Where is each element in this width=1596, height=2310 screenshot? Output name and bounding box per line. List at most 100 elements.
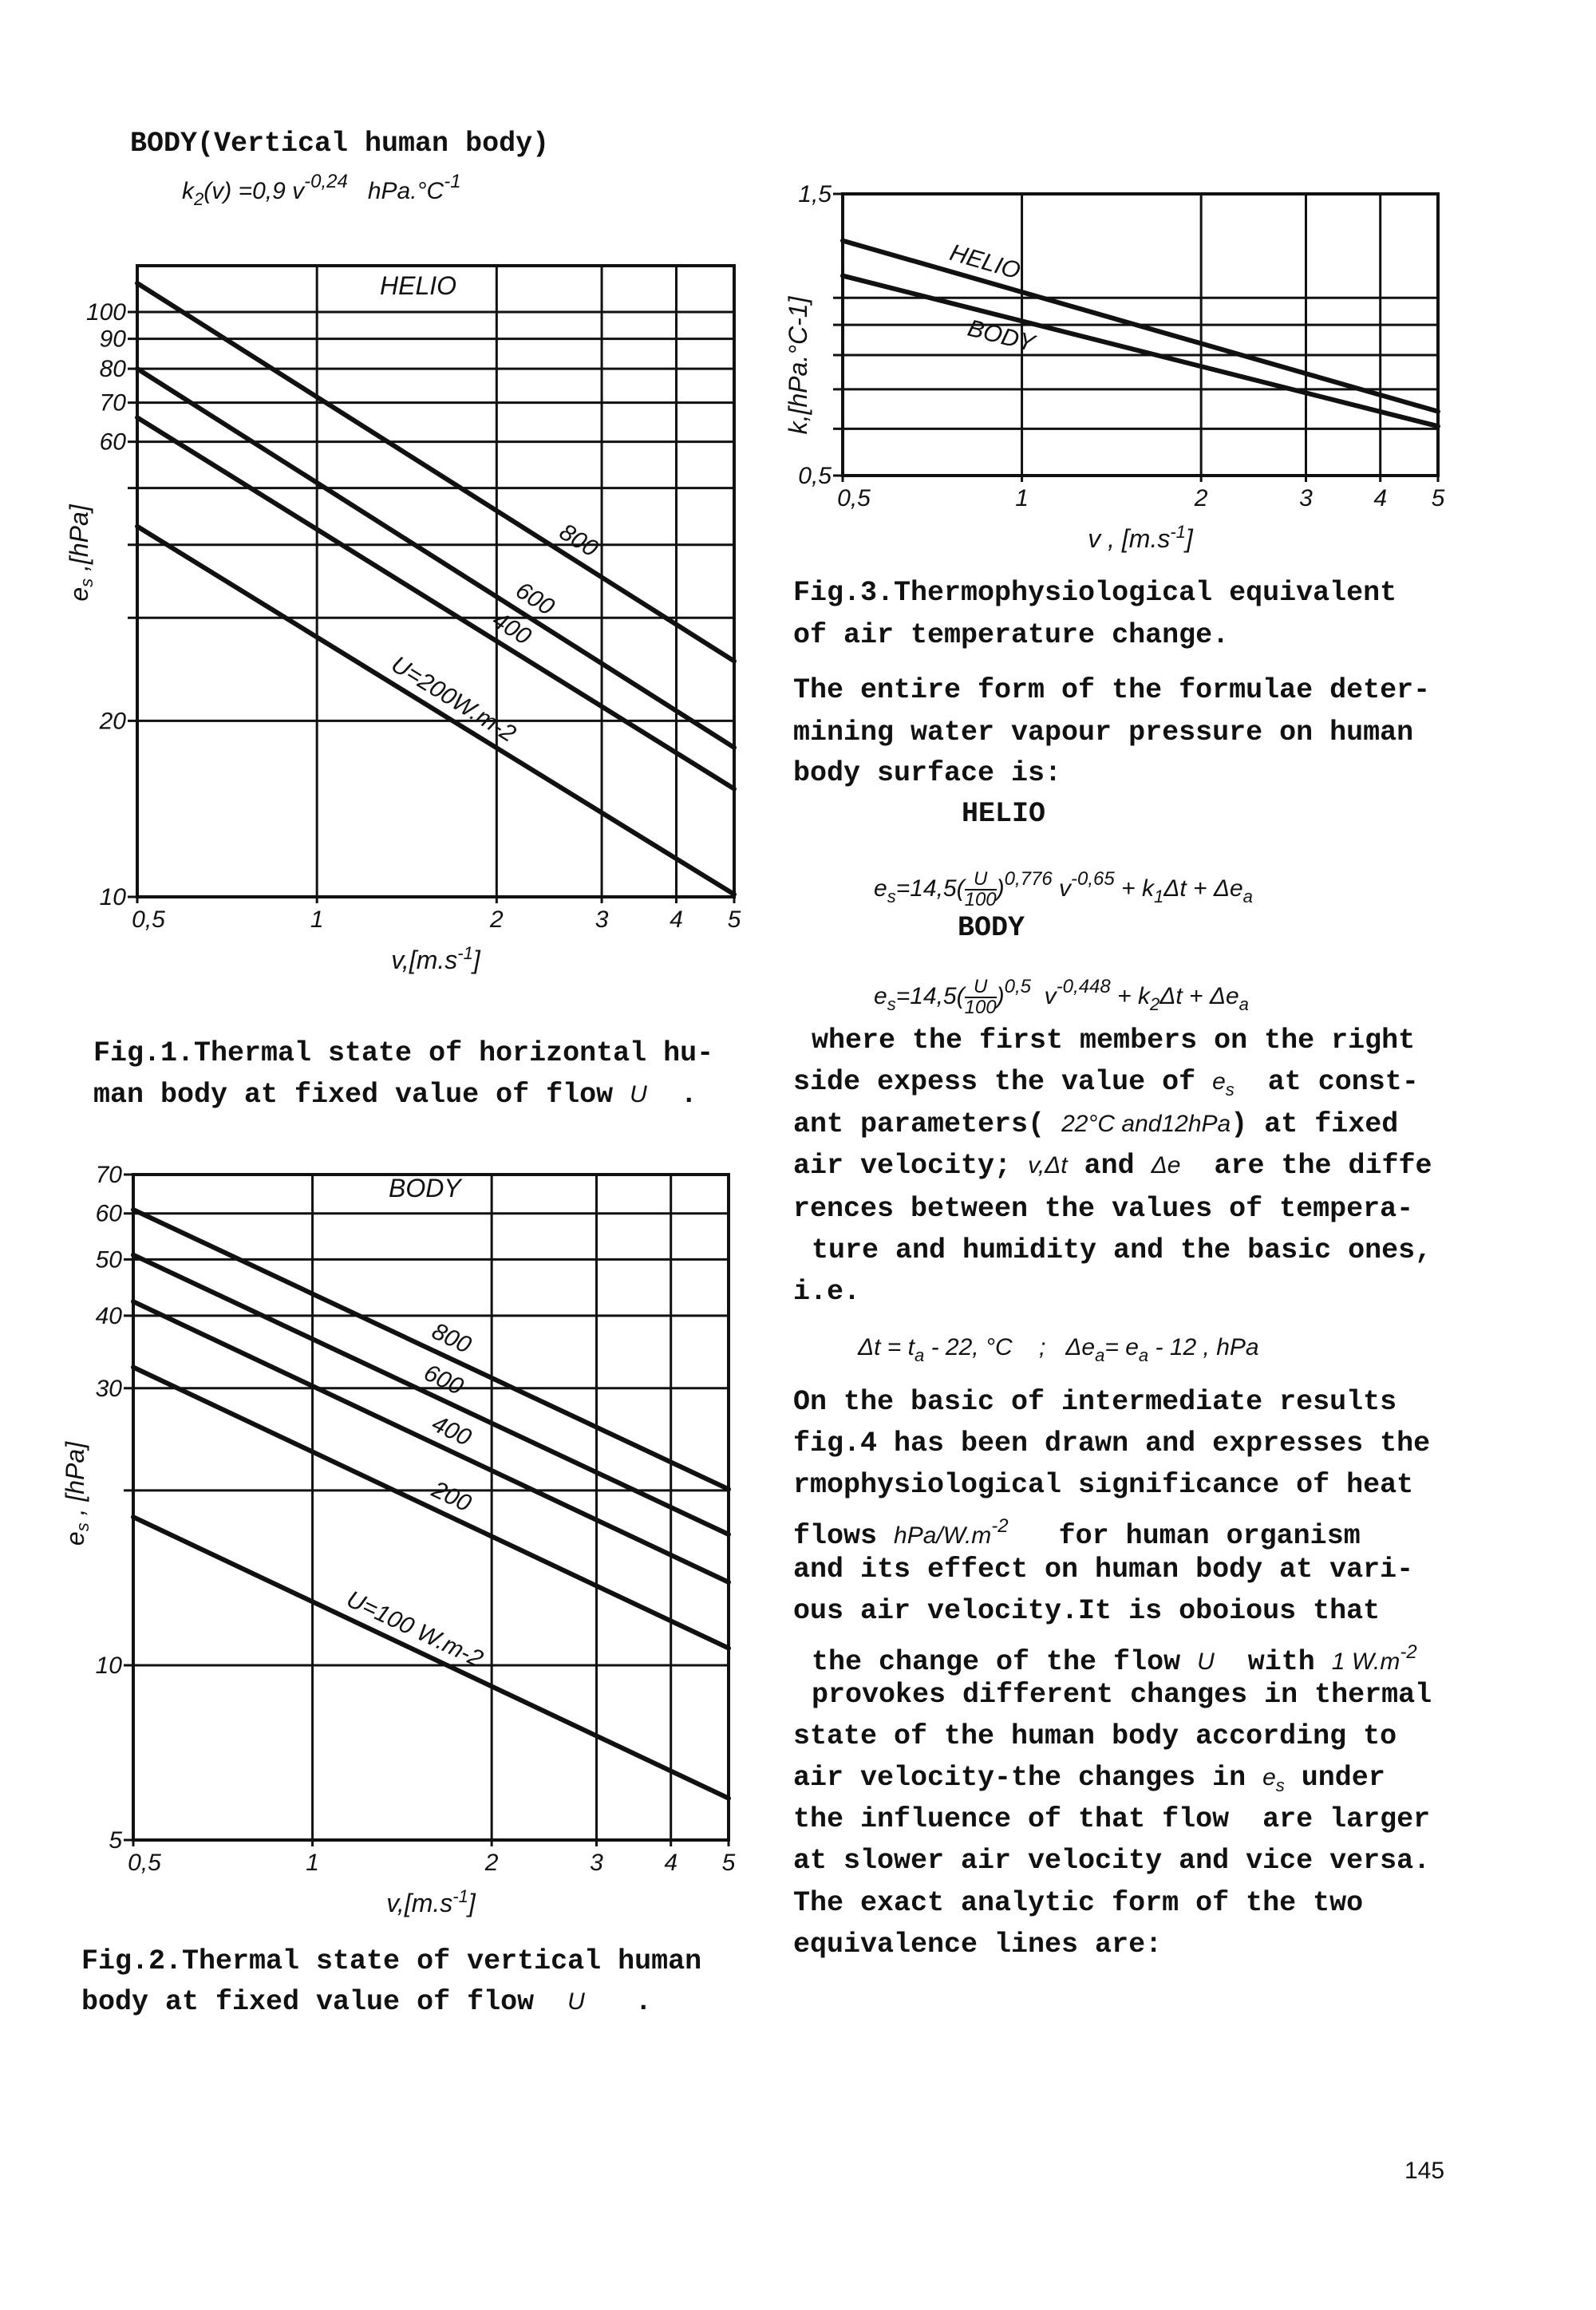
paragraph-line: The entire form of the formulae deter- <box>793 673 1430 708</box>
y-axis-label: k,[hPa.°C-1] <box>784 295 812 434</box>
paragraph-line: flows hPa/W.m-2 for human organism <box>793 1509 1361 1554</box>
plot-frame <box>132 1173 730 1842</box>
paragraph-line: the change of the flow U with 1 W.m-2 <box>812 1635 1417 1680</box>
text-run: The exact analytic form of the two <box>793 1887 1364 1919</box>
math-text: hPa.°C <box>347 178 444 204</box>
x-tick-label: 0,5 <box>128 1850 161 1876</box>
text-run: Fig.3.Thermophysiological equivalent <box>793 577 1397 609</box>
paragraph-line: body surface is: <box>793 756 1061 791</box>
y-tick-label: 90 <box>100 326 127 353</box>
subscript: 2 <box>194 189 204 209</box>
series-label: U=200W.m-2 <box>386 651 520 748</box>
text-run: are the diffe <box>1180 1150 1432 1182</box>
text-run: and its effect on human body at vari- <box>793 1554 1414 1585</box>
text-run: The entire form of the formulae deter- <box>793 674 1431 706</box>
paragraph-line: rmophysiological significance of heat <box>793 1467 1413 1502</box>
x-tick-label: 2 <box>489 906 504 933</box>
subscript: a <box>1138 1345 1149 1365</box>
math-text: =14,5( <box>895 983 965 1009</box>
x-tick-label: 3 <box>595 906 609 933</box>
label-run: ] <box>466 1889 476 1917</box>
y-tick-label: 60 <box>100 429 127 456</box>
body-equation: es=14,5(U 100)0,5 v-0,448 + k2Δt + Δea <box>874 969 1249 1022</box>
text-run: of air temperature change. <box>793 619 1230 651</box>
y-tick-label: 5 <box>109 1827 122 1854</box>
x-tick-label: 4 <box>664 1850 678 1876</box>
series-line-600 <box>135 366 737 750</box>
label-run: ] <box>471 946 481 974</box>
text-run: at slower air velocity and vice versa. <box>793 1845 1431 1877</box>
text-run: Fig.1.Thermal state of horizontal hu- <box>93 1037 714 1069</box>
series-line-800 <box>131 1207 731 1492</box>
text-run: ous air velocity.It is oboious that <box>793 1595 1381 1627</box>
text-run: rences between the values of tempera- <box>793 1193 1414 1225</box>
superscript: -0,24 <box>304 171 348 192</box>
paragraph-line: mining water vapour pressure on human <box>793 715 1413 750</box>
series-label: HELIO <box>947 239 1024 285</box>
x-tick-label: 0,5 <box>837 485 871 511</box>
superscript: 0,776 <box>1004 868 1053 890</box>
body-heading: BODY <box>958 910 1025 946</box>
series-line-600 <box>131 1252 731 1538</box>
numerator: U <box>964 977 997 999</box>
fraction: U 100 <box>964 870 997 910</box>
text-run: for human organism <box>1008 1520 1361 1552</box>
text-run: Fig.2.Thermal state of vertical human <box>81 1945 702 1977</box>
superscript: -1 <box>1170 522 1186 542</box>
paragraph-line: ous air velocity.It is oboious that <box>793 1593 1380 1629</box>
subscript: s <box>1275 1775 1285 1795</box>
paragraph-line: ant parameters( 22°C and12hPa) at fixed <box>793 1107 1398 1142</box>
x-tick-label: 4 <box>1373 485 1387 511</box>
x-tick-label: 3 <box>1299 485 1313 511</box>
text-run: body at fixed value of flow <box>81 1986 568 2018</box>
paragraph-line: and its effect on human body at vari- <box>793 1552 1413 1587</box>
text-run: side expess the value of <box>793 1066 1213 1098</box>
x-tick-label: 1 <box>310 906 324 933</box>
text-run: On the basic of intermediate results <box>793 1386 1397 1418</box>
math-text: hPa/W.m <box>894 1522 992 1549</box>
paragraph-line: provokes different changes in thermal <box>812 1677 1432 1712</box>
label-run: v,[m.s <box>386 1889 452 1917</box>
superscript: -1 <box>452 1886 468 1906</box>
y-axis-label: es , [hPa] <box>61 1441 93 1546</box>
x-tick-label: 3 <box>590 1850 603 1876</box>
label-run: e <box>65 587 93 602</box>
paragraph-line: The exact analytic form of the two <box>793 1886 1363 1921</box>
series-line-HELIO <box>840 238 1440 414</box>
text-run: i.e. <box>793 1276 861 1308</box>
text-run: BODY <box>958 912 1025 944</box>
text-run: with <box>1214 1646 1332 1678</box>
x-tick-label: 1 <box>306 1850 319 1876</box>
math-text: + k <box>1114 875 1154 902</box>
subscript: s <box>887 886 896 906</box>
paragraph-line: air velocity; v,Δt and Δe are the diffe <box>793 1148 1432 1183</box>
math-text: U <box>567 1988 585 2015</box>
x-tick-label: 5 <box>728 906 741 933</box>
series-label: U=100 W.m-2 <box>342 1585 487 1672</box>
label-run: ,[hPa] <box>65 503 93 578</box>
text-run: body surface is: <box>793 757 1062 789</box>
helio-heading: HELIO <box>962 796 1045 831</box>
series-line-200 <box>135 523 737 897</box>
paragraph-line: i.e. <box>793 1274 860 1309</box>
chart-annotation: HELIO <box>380 271 456 300</box>
y-tick-label: 60 <box>96 1201 123 1227</box>
math-text: - 12 , hPa <box>1148 1334 1259 1360</box>
math-text: = e <box>1104 1334 1139 1360</box>
helio-equation: es=14,5(U 100)0,776 v-0,65 + k1Δt + Δea <box>874 862 1253 914</box>
x-axis-label: v,[m.s-1] <box>391 943 481 974</box>
numerator: U <box>964 870 997 891</box>
fig2-caption: body at fixed value of flow U . <box>81 1984 652 2020</box>
plot-frame <box>841 192 1440 477</box>
math-text: Δe <box>1151 1152 1181 1179</box>
y-tick-label: 50 <box>96 1246 123 1273</box>
text-run: ) at fixed <box>1231 1108 1399 1140</box>
superscript: -0,448 <box>1056 976 1111 997</box>
math-text: v <box>1052 875 1072 902</box>
y-tick-label: 30 <box>96 1376 123 1402</box>
paragraph-line: rences between the values of tempera- <box>793 1191 1413 1226</box>
text-run: state of the human body according to <box>793 1720 1397 1752</box>
superscript: -0,65 <box>1071 868 1115 890</box>
